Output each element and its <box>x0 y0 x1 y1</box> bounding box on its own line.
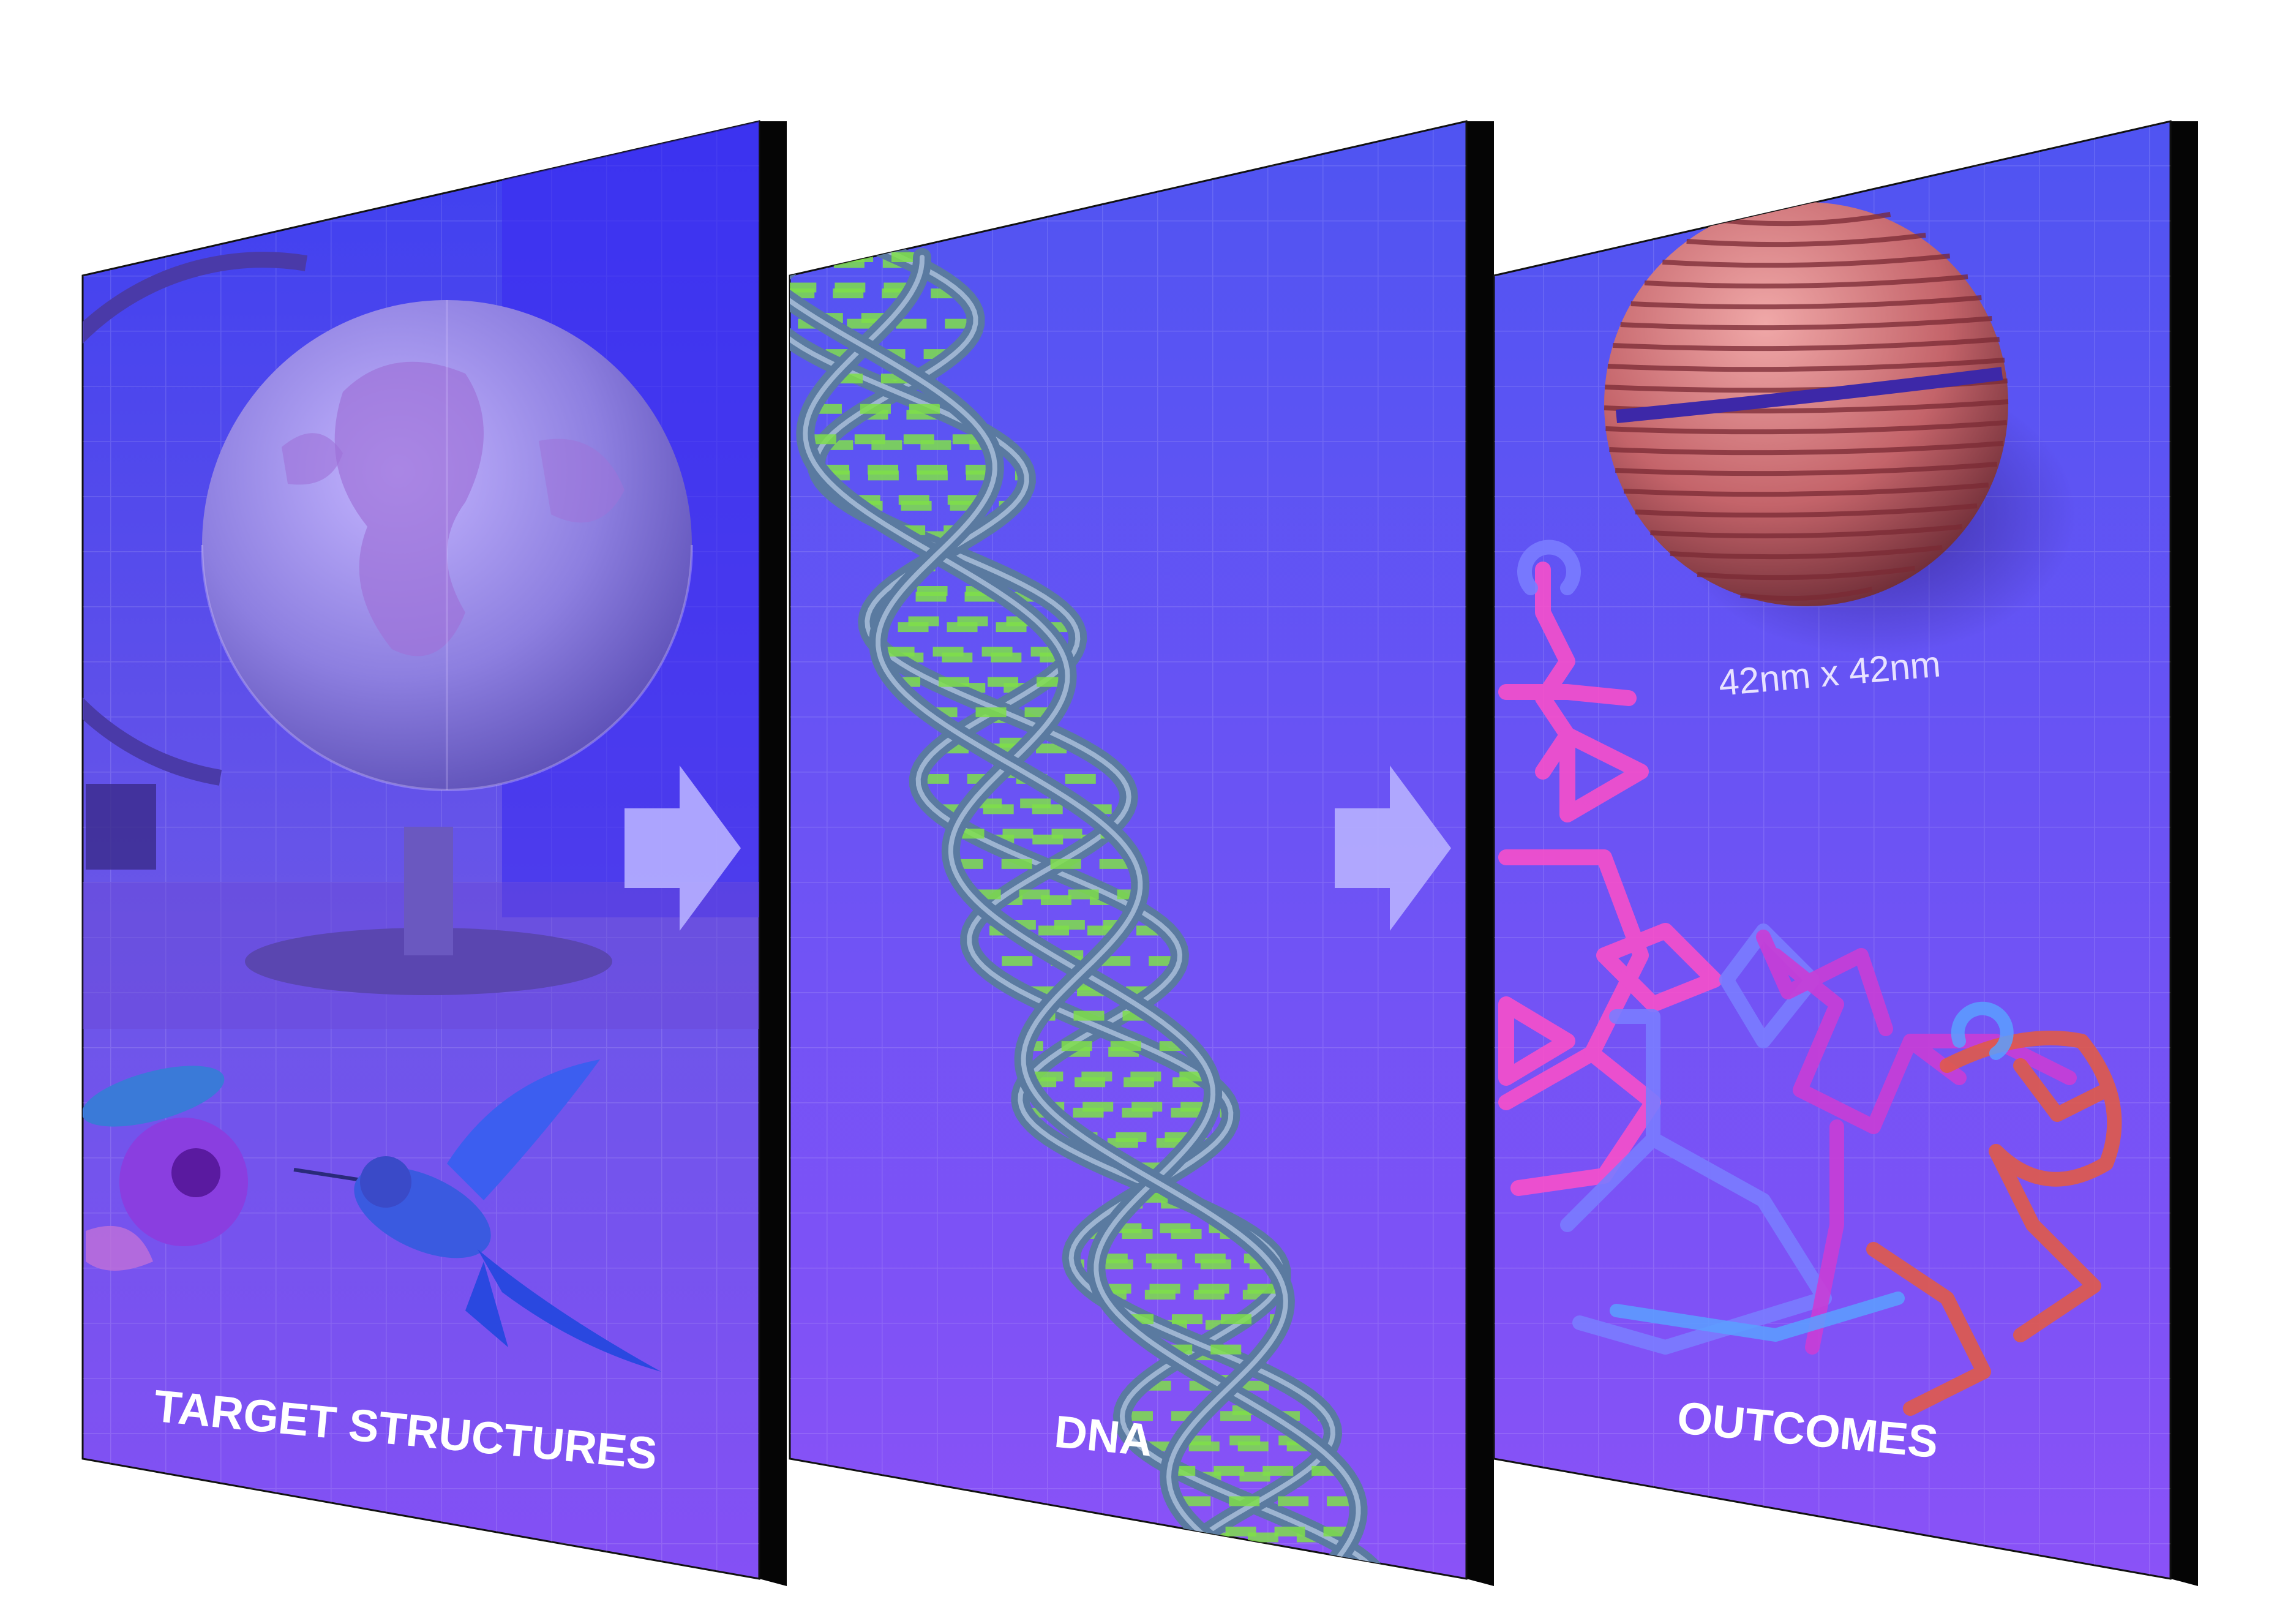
sphere-helix-ring <box>1605 420 2007 435</box>
sphere-helix-ring <box>1739 587 1873 601</box>
sphere-helix-ring <box>1615 462 1998 476</box>
sphere-helix-ring <box>1697 566 1916 581</box>
sphere-helix-ring <box>1609 441 2003 456</box>
sphere-helix-ring <box>1662 254 1951 268</box>
sphere-helix-ring <box>1607 358 2005 372</box>
panel-dna: DNA <box>789 120 1494 1586</box>
sphere-helix-ring <box>1670 545 1943 560</box>
arrow-right-icon <box>1335 765 1451 931</box>
dna-backbone-highlight <box>803 255 1361 1579</box>
panel-caption: DNA <box>1052 1406 1155 1466</box>
sphere-helix-ring <box>1686 233 1926 247</box>
sphere-helix-ring <box>1635 503 1978 518</box>
sphere-helix-ring <box>1620 316 1992 331</box>
panel-edge <box>2170 121 2198 1586</box>
hummingbird-icon <box>293 1059 661 1372</box>
globe-icon <box>83 252 693 995</box>
panel-edge <box>759 121 787 1586</box>
dna-origami-drawing <box>1498 540 2122 1416</box>
arrow-right-icon <box>625 765 741 931</box>
sphere-helix-ring <box>1650 524 1962 539</box>
flower-icon <box>83 1066 248 1271</box>
dna-backbone-highlight <box>790 230 1336 1570</box>
sphere-helix-ring <box>1644 274 1968 289</box>
panel-edge <box>1466 121 1494 1586</box>
sphere-helix-ring <box>1613 337 2000 352</box>
sphere-helix-ring <box>1630 295 1982 310</box>
sphere-helix-ring <box>1722 212 1891 227</box>
panel-outcomes: 42nm x 42nm OUTCOMES <box>1493 120 2198 1586</box>
dna-backbone-highlight <box>790 255 1293 1579</box>
box-icon <box>86 784 156 870</box>
dna-helix-icon <box>790 224 1382 1579</box>
panel-target-structures: TARGET STRUCTURES <box>81 120 787 1586</box>
sphere-helix-ring <box>1623 483 1989 497</box>
dna-origami-sphere <box>1604 202 2009 606</box>
